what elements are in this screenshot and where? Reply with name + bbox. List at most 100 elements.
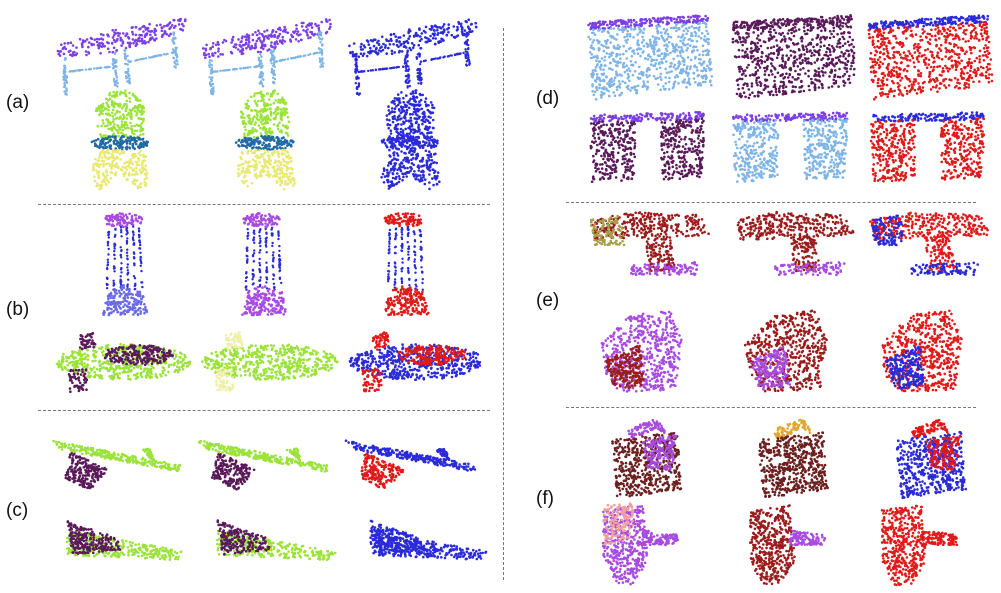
desk-d1-top bbox=[587, 14, 710, 31]
lamp-b3-wire-0 bbox=[386, 228, 392, 283]
separator-vertical bbox=[503, 28, 504, 580]
chair-f3-arm bbox=[920, 530, 959, 547]
lamp-b3-wire-2 bbox=[400, 226, 404, 290]
seat-e1-accent bbox=[589, 214, 626, 247]
skateboard-b1-wheel-2 bbox=[67, 368, 89, 394]
panel-label-c: (c) bbox=[6, 500, 28, 522]
separator-a-b bbox=[38, 204, 490, 205]
airplane-c1-fuselage bbox=[52, 439, 182, 473]
chair-a3-back bbox=[385, 89, 436, 141]
airplane-c1-wing bbox=[64, 452, 108, 490]
airplane-c2-tail bbox=[285, 447, 302, 462]
table-a1-rail-2 bbox=[128, 51, 177, 64]
table-a1-leg-2 bbox=[123, 49, 131, 85]
chair-a1-back bbox=[94, 89, 146, 141]
lamp-b1-wire-4 bbox=[131, 225, 137, 291]
chair-f2-back bbox=[749, 504, 796, 586]
panel-label-b: (b) bbox=[6, 299, 29, 321]
lamp-b1-wire-3 bbox=[125, 226, 130, 290]
table-a3-leg-2 bbox=[415, 52, 423, 86]
seat-e3-side bbox=[923, 234, 956, 273]
lamp-b1-wire-0 bbox=[105, 230, 111, 290]
chair-a2-legs bbox=[236, 148, 296, 191]
lamp-b3-wire-3 bbox=[406, 226, 411, 292]
seat-e3-top bbox=[869, 211, 989, 242]
seat-e1-base bbox=[629, 261, 699, 277]
skateboard-b2-wheel-2 bbox=[215, 368, 235, 392]
airplane-c3-wing bbox=[360, 452, 405, 489]
table-a3-rail-1 bbox=[358, 64, 408, 74]
table-a3-leg-3 bbox=[463, 31, 471, 67]
seat-e3-base bbox=[910, 261, 979, 277]
lamp-b3-wire-4 bbox=[412, 230, 418, 291]
desk-d2-top bbox=[732, 14, 853, 31]
lamp-b3-wire-5 bbox=[418, 228, 424, 291]
lamp-b3-top bbox=[383, 212, 423, 228]
seat-e3-accent bbox=[871, 214, 904, 247]
table-a2-leg-1 bbox=[257, 53, 265, 88]
chair-f1-back bbox=[601, 505, 648, 586]
helmet-e1-front bbox=[605, 344, 645, 389]
lamp-b2-wire-3 bbox=[264, 227, 269, 290]
chair-f3-back bbox=[880, 504, 927, 587]
bag-f3-handle bbox=[911, 418, 949, 439]
jet-c3-body bbox=[369, 529, 488, 561]
seat-e1-side bbox=[645, 235, 676, 273]
seat-e2-top bbox=[736, 210, 855, 241]
lamp-b1-wire-2 bbox=[119, 226, 123, 289]
bag-f1-handle bbox=[627, 418, 666, 440]
skateboard-b1-wheel-1 bbox=[78, 331, 97, 351]
lamp-b2-base bbox=[241, 285, 287, 317]
cabinet-d2-right bbox=[802, 117, 848, 181]
chair-a1-legs bbox=[91, 148, 149, 191]
cabinet-d2-left bbox=[732, 119, 780, 183]
lamp-b1-top bbox=[104, 212, 144, 229]
lamp-b2-wire-0 bbox=[244, 228, 250, 291]
desk-d3-top bbox=[867, 14, 990, 31]
bag-f3-accent bbox=[925, 434, 962, 471]
chair-f1-arm bbox=[641, 529, 679, 547]
helmet-e3-front bbox=[884, 345, 925, 390]
desk-d1-body bbox=[587, 21, 714, 101]
table-a3-leg-0 bbox=[354, 57, 362, 96]
lamp-b2-wire-1 bbox=[251, 229, 256, 286]
lamp-b2-wire-5 bbox=[277, 230, 283, 285]
chair-f1-top bbox=[602, 502, 635, 546]
lamp-b1-wire-5 bbox=[137, 227, 144, 289]
table-a1-leg-1 bbox=[111, 50, 119, 88]
lamp-b2-wire-2 bbox=[258, 228, 262, 288]
chair-a1-seat bbox=[90, 135, 149, 152]
cabinet-d3-right bbox=[939, 117, 985, 181]
jet-c2-wing bbox=[216, 519, 271, 556]
lamp-b2-top bbox=[242, 212, 281, 228]
airplane-c3-tail bbox=[436, 447, 451, 462]
skateboard-b3-wheel-2 bbox=[361, 367, 383, 393]
bag-f2-body bbox=[758, 431, 829, 499]
table-a2-leg-0 bbox=[208, 59, 215, 96]
table-a1-top bbox=[56, 17, 187, 58]
seat-e2-base bbox=[773, 261, 846, 277]
panel-label-a: (a) bbox=[6, 92, 29, 114]
jet-c1-wing bbox=[66, 520, 122, 555]
table-a1-rail-1 bbox=[68, 65, 118, 73]
airplane-c2-fuselage bbox=[198, 439, 329, 473]
table-a1-leg-3 bbox=[171, 31, 179, 69]
lamp-b1-wire-1 bbox=[112, 227, 117, 291]
separator-b-c bbox=[38, 410, 490, 411]
cabinet-d3-left bbox=[869, 119, 917, 183]
chair-a2-seat bbox=[234, 134, 295, 151]
chair-a2-back bbox=[239, 89, 291, 141]
desk-d2-body bbox=[731, 21, 856, 100]
table-a1-leg-0 bbox=[62, 56, 69, 96]
bag-f1-accent bbox=[641, 434, 678, 471]
lamp-b3-wire-1 bbox=[393, 227, 398, 289]
panel-label-f: (f) bbox=[536, 488, 554, 510]
table-a2-leg-2 bbox=[269, 49, 277, 85]
skateboard-b3-detail bbox=[397, 344, 467, 367]
cabinet-d3-top bbox=[872, 111, 985, 123]
table-a2-leg-3 bbox=[317, 31, 325, 69]
panel-label-e: (e) bbox=[536, 290, 559, 312]
chair-a3-seat bbox=[380, 134, 439, 152]
lamp-b3-base bbox=[384, 285, 430, 317]
